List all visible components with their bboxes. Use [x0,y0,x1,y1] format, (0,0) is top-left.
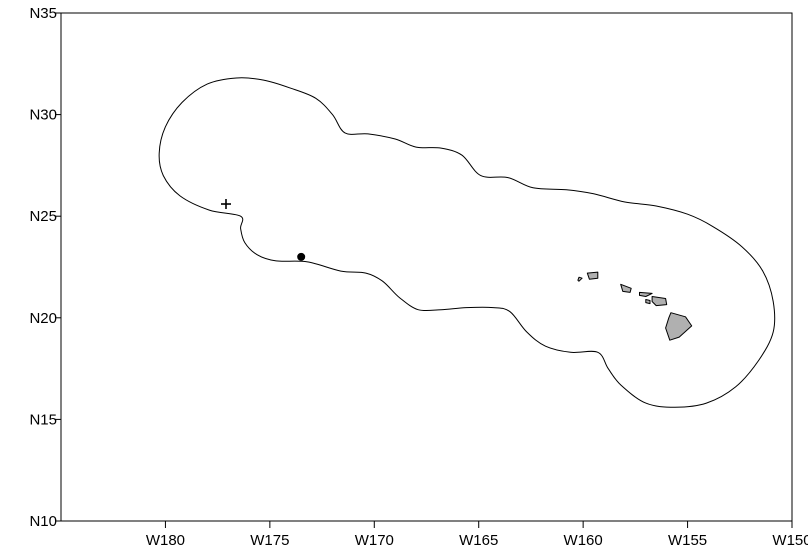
island-shape [620,283,632,293]
x-tick-label: W180 [146,532,185,549]
x-tick-label: W155 [668,532,707,549]
y-axis: N10 N15 N20 N25 N30 N35 [29,5,61,530]
y-tick-label: N10 [29,513,57,530]
y-tick-label: N20 [29,310,57,327]
y-tick-label: N25 [29,208,57,225]
plot-frame [60,12,793,522]
x-axis: W180 W175 W170 W165 W160 W155 W150 [146,521,808,549]
markers-layer [220,199,306,261]
buffer-boundary [158,77,776,408]
y-tick-label: N15 [29,411,57,428]
island-shape [577,276,583,282]
island-shape [645,299,651,305]
x-tick-label: W170 [355,532,394,549]
island-shape [665,312,693,341]
y-tick-label: N30 [29,107,57,124]
island-shape [586,271,599,280]
island-shape [651,296,668,307]
plus-marker [220,199,231,210]
y-tick-label: N35 [29,5,57,22]
x-tick-label: W150 [772,532,808,549]
x-tick-label: W165 [459,532,498,549]
boundary-layer [158,77,776,408]
dot-marker [297,252,306,261]
x-tick-label: W175 [250,532,289,549]
x-tick-label: W160 [564,532,603,549]
islands-layer [577,271,693,341]
island-shape [639,291,653,297]
